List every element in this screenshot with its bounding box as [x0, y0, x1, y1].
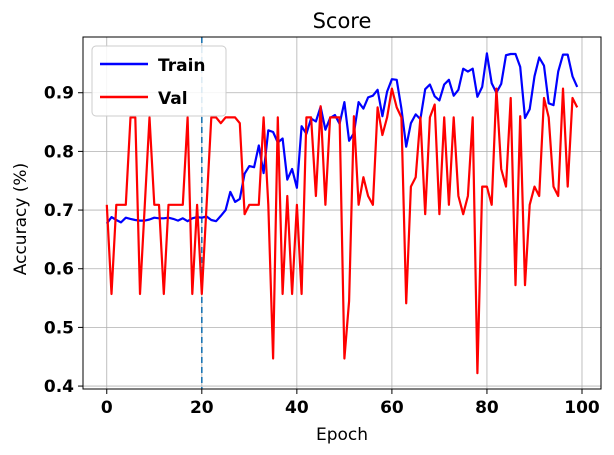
legend-train-label: Train	[158, 56, 206, 76]
chart-title: Score	[313, 9, 372, 33]
series-line-val	[105, 87, 579, 375]
y-tick-label: 0.6	[44, 260, 74, 280]
y-tick-label: 0.7	[44, 201, 74, 221]
y-axis-ticks: 0.4 0.5 0.6 0.7 0.8 0.9	[44, 84, 83, 397]
x-tick-label: 40	[285, 398, 309, 418]
y-tick-label: 0.8	[44, 142, 74, 162]
series-line-train	[105, 52, 579, 225]
x-tick-label: 60	[380, 398, 404, 418]
series-lines	[105, 52, 579, 375]
legend: Train Val	[91, 45, 227, 117]
y-tick-label: 0.5	[44, 318, 74, 338]
x-tick-label: 20	[190, 398, 214, 418]
y-tick-label: 0.4	[44, 377, 74, 397]
x-tick-label: 80	[475, 398, 499, 418]
y-tick-label: 0.9	[44, 84, 74, 104]
x-axis-ticks: 0 20 40 60 80 100	[101, 389, 600, 418]
x-tick-label: 0	[101, 398, 113, 418]
plot-area-frame	[82, 36, 602, 390]
x-axis-label: Epoch	[316, 425, 368, 445]
y-axis-label: Accuracy (%)	[11, 163, 31, 275]
legend-val-label: Val	[158, 89, 188, 109]
x-tick-label: 100	[564, 398, 600, 418]
